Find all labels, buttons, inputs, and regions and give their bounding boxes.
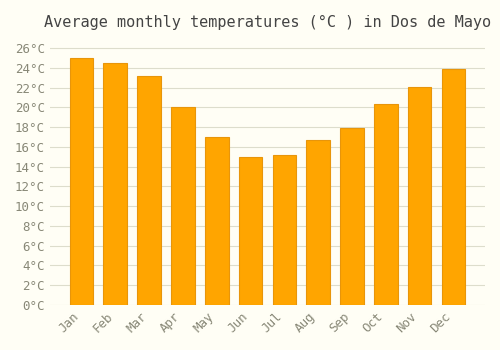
- Bar: [306, 140, 330, 305]
- Bar: [205, 137, 229, 305]
- Bar: [374, 104, 398, 305]
- Bar: [272, 155, 296, 305]
- Bar: [70, 58, 94, 305]
- Bar: [238, 157, 262, 305]
- Bar: [171, 107, 194, 305]
- Bar: [138, 76, 161, 305]
- Bar: [442, 69, 465, 305]
- Bar: [340, 128, 364, 305]
- Title: Average monthly temperatures (°C ) in Dos de Mayo: Average monthly temperatures (°C ) in Do…: [44, 15, 491, 30]
- Bar: [408, 86, 432, 305]
- Bar: [104, 63, 127, 305]
